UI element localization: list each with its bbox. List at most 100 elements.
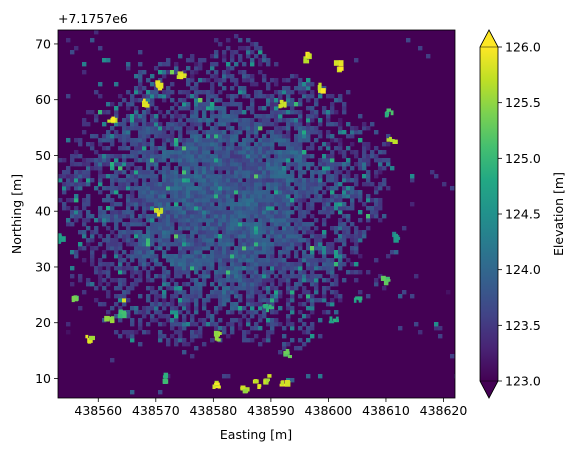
raster-cell bbox=[298, 318, 303, 323]
raster-cell bbox=[298, 86, 303, 91]
raster-cell bbox=[186, 94, 191, 99]
raster-cell bbox=[270, 134, 275, 139]
raster-cell bbox=[86, 122, 91, 127]
raster-cell bbox=[258, 230, 263, 235]
raster-cell bbox=[214, 326, 219, 331]
raster-cell bbox=[282, 198, 287, 203]
raster-cell bbox=[294, 226, 299, 231]
raster-cell bbox=[130, 338, 135, 343]
raster-cell bbox=[206, 214, 211, 219]
raster-cell bbox=[250, 230, 255, 235]
raster-cell bbox=[298, 222, 303, 227]
raster-cell bbox=[354, 174, 359, 179]
raster-cell bbox=[150, 114, 155, 119]
raster-cell bbox=[306, 290, 311, 295]
raster-cell bbox=[166, 94, 171, 99]
raster-cell bbox=[222, 74, 227, 79]
raster-cell bbox=[366, 218, 371, 223]
raster-cell bbox=[278, 238, 283, 243]
raster-cell bbox=[138, 234, 143, 239]
raster-cell bbox=[226, 198, 231, 203]
raster-cell bbox=[142, 182, 147, 187]
raster-cell bbox=[302, 214, 307, 219]
raster-cell bbox=[270, 286, 275, 291]
raster-cell bbox=[190, 146, 195, 151]
raster-cell bbox=[314, 110, 319, 115]
raster-cell bbox=[326, 170, 331, 175]
raster-cell bbox=[206, 310, 211, 315]
raster-cell bbox=[146, 202, 151, 207]
raster-cell bbox=[138, 250, 143, 255]
raster-cell bbox=[178, 206, 183, 211]
raster-cell bbox=[70, 158, 75, 163]
raster-cell bbox=[114, 214, 119, 219]
raster-cell bbox=[62, 182, 67, 187]
raster-cell bbox=[366, 142, 371, 147]
raster-cell bbox=[302, 322, 307, 327]
colorbar-title: Elevation [m] bbox=[551, 172, 566, 256]
raster-cell bbox=[318, 186, 323, 191]
raster-cell bbox=[274, 90, 279, 95]
raster-cell bbox=[310, 274, 315, 279]
raster-cell bbox=[114, 246, 119, 251]
raster-cell bbox=[250, 202, 255, 207]
raster-cell bbox=[150, 314, 155, 319]
raster-cell bbox=[106, 294, 111, 299]
raster-cell bbox=[266, 254, 271, 259]
raster-cell bbox=[230, 146, 235, 151]
raster-cell bbox=[190, 286, 195, 291]
raster-cell bbox=[346, 122, 351, 127]
raster-cell bbox=[166, 206, 171, 211]
raster-cell bbox=[342, 190, 347, 195]
raster-cell bbox=[250, 250, 255, 255]
raster-cell bbox=[106, 174, 111, 179]
raster-cell bbox=[298, 138, 303, 143]
raster-cell bbox=[222, 78, 227, 83]
raster-cell bbox=[174, 70, 179, 75]
raster-cell bbox=[338, 246, 343, 251]
raster-cell bbox=[258, 62, 263, 67]
raster-cell bbox=[282, 90, 287, 95]
raster-cell bbox=[142, 310, 147, 315]
raster-cell bbox=[74, 250, 79, 255]
raster-cell bbox=[242, 238, 247, 243]
raster-cell bbox=[130, 270, 135, 275]
raster-cell bbox=[322, 294, 327, 299]
raster-cell bbox=[150, 186, 155, 191]
raster-cell bbox=[222, 138, 227, 143]
raster-cell bbox=[82, 206, 87, 211]
raster-cell bbox=[102, 250, 107, 255]
raster-cell bbox=[146, 286, 151, 291]
raster-cell bbox=[158, 246, 163, 251]
raster-cell bbox=[94, 218, 99, 223]
raster-cell bbox=[286, 202, 291, 207]
raster-cell bbox=[118, 214, 123, 219]
raster-cell bbox=[206, 78, 211, 83]
raster-cell bbox=[370, 198, 375, 203]
raster-cell bbox=[182, 250, 187, 255]
raster-cell bbox=[66, 322, 71, 327]
raster-cell bbox=[70, 274, 75, 279]
raster-cell bbox=[150, 182, 155, 187]
raster-cell bbox=[94, 114, 99, 119]
raster-cell bbox=[134, 150, 139, 155]
raster-cell bbox=[178, 322, 183, 327]
raster-cell bbox=[282, 150, 287, 155]
raster-cell bbox=[174, 242, 179, 247]
raster-cell bbox=[126, 178, 131, 183]
raster-cell bbox=[222, 150, 227, 155]
raster-cell bbox=[270, 102, 275, 107]
raster-cell bbox=[322, 170, 327, 175]
raster-cell bbox=[306, 226, 311, 231]
raster-cell bbox=[106, 226, 111, 231]
raster-cell bbox=[294, 190, 299, 195]
raster-cell bbox=[314, 130, 319, 135]
raster-cell bbox=[202, 278, 207, 283]
raster-cell bbox=[174, 258, 179, 263]
raster-cell bbox=[162, 62, 167, 67]
raster-cell bbox=[254, 42, 259, 47]
raster-cell bbox=[238, 194, 243, 199]
raster-cell bbox=[94, 298, 99, 303]
raster-cell bbox=[358, 210, 363, 215]
raster-cell bbox=[378, 158, 383, 163]
